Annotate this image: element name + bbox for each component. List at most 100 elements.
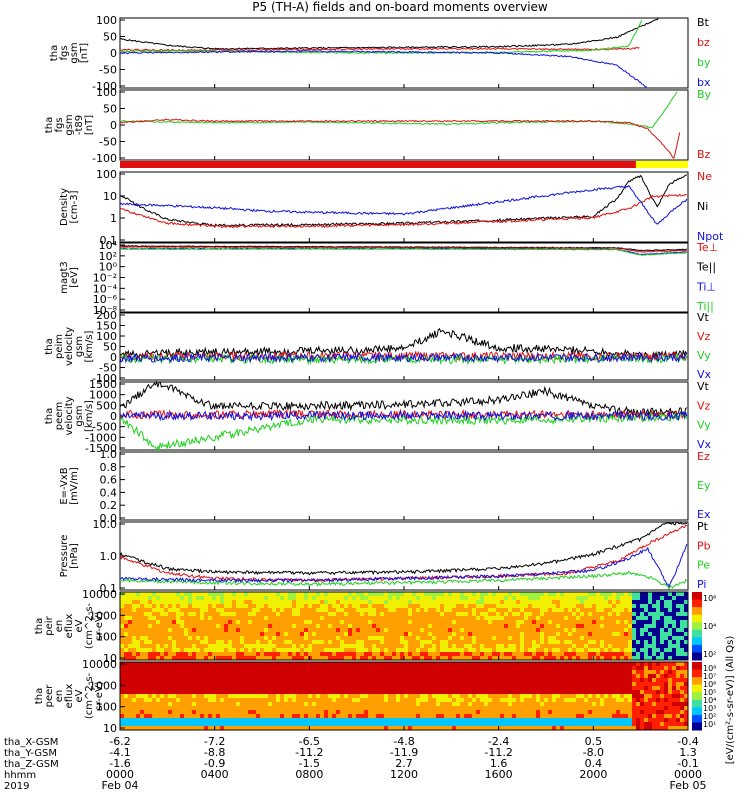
heatmap-cell bbox=[236, 718, 240, 722]
heatmap-cell bbox=[528, 674, 532, 678]
heatmap-cell bbox=[396, 616, 400, 620]
heatmap-cell bbox=[300, 714, 304, 718]
heatmap-cell bbox=[460, 666, 464, 670]
heatmap-cell bbox=[316, 722, 320, 726]
heatmap-cell bbox=[644, 706, 648, 710]
heatmap-cell bbox=[276, 682, 280, 686]
heatmap-cell bbox=[184, 604, 188, 608]
heatmap-cell bbox=[220, 600, 224, 604]
heatmap-cell bbox=[180, 640, 184, 644]
heatmap-cell bbox=[164, 662, 168, 666]
heatmap-cell bbox=[276, 722, 280, 726]
heatmap-cell bbox=[616, 592, 620, 596]
heatmap-cell bbox=[344, 698, 348, 702]
heatmap-cell bbox=[312, 592, 316, 596]
heatmap-cell bbox=[296, 592, 300, 596]
heatmap-cell bbox=[412, 620, 416, 624]
heatmap-cell bbox=[336, 616, 340, 620]
heatmap-cell bbox=[140, 600, 144, 604]
heatmap-cell bbox=[192, 670, 196, 674]
heatmap-cell bbox=[580, 592, 584, 596]
heatmap-cell bbox=[460, 674, 464, 678]
heatmap-cell bbox=[288, 714, 292, 718]
heatmap-cell bbox=[268, 628, 272, 632]
heatmap-cell bbox=[164, 678, 168, 682]
heatmap-cell bbox=[520, 718, 524, 722]
heatmap-cell bbox=[492, 678, 496, 682]
heatmap-cell bbox=[400, 624, 404, 628]
heatmap-cell bbox=[220, 710, 224, 714]
heatmap-cell bbox=[572, 656, 576, 660]
heatmap-cell bbox=[660, 620, 664, 624]
heatmap-cell bbox=[560, 628, 564, 632]
heatmap-cell bbox=[524, 702, 528, 706]
heatmap-cell bbox=[260, 722, 264, 726]
heatmap-cell bbox=[428, 686, 432, 690]
heatmap-cell bbox=[200, 678, 204, 682]
heatmap-cell bbox=[580, 706, 584, 710]
heatmap-cell bbox=[584, 644, 588, 648]
heatmap-cell bbox=[548, 616, 552, 620]
heatmap-cell bbox=[684, 608, 688, 612]
heatmap-cell bbox=[160, 640, 164, 644]
heatmap-cell bbox=[288, 628, 292, 632]
legend-Vz: Vz bbox=[697, 399, 711, 412]
heatmap-cell bbox=[452, 600, 456, 604]
heatmap-cell bbox=[512, 636, 516, 640]
heatmap-cell bbox=[360, 608, 364, 612]
heatmap-cell bbox=[608, 694, 612, 698]
heatmap-cell bbox=[292, 690, 296, 694]
heatmap-cell bbox=[540, 674, 544, 678]
heatmap-cell bbox=[544, 710, 548, 714]
heatmap-cell bbox=[612, 706, 616, 710]
heatmap-cell bbox=[672, 656, 676, 660]
heatmap-cell bbox=[280, 694, 284, 698]
heatmap-cell bbox=[348, 690, 352, 694]
heatmap-cell bbox=[568, 592, 572, 596]
heatmap-cell bbox=[512, 608, 516, 612]
heatmap-cell bbox=[528, 656, 532, 660]
heatmap-cell bbox=[508, 640, 512, 644]
heatmap-cell bbox=[376, 632, 380, 636]
heatmap-cell bbox=[324, 702, 328, 706]
heatmap-cell bbox=[296, 722, 300, 726]
heatmap-cell bbox=[412, 628, 416, 632]
heatmap-cell bbox=[620, 678, 624, 682]
heatmap-cell bbox=[488, 706, 492, 710]
heatmap-cell bbox=[164, 722, 168, 726]
heatmap-cell bbox=[340, 596, 344, 600]
heatmap-cell bbox=[252, 698, 256, 702]
heatmap-cell bbox=[608, 612, 612, 616]
heatmap-cell bbox=[604, 670, 608, 674]
heatmap-cell bbox=[472, 726, 476, 730]
heatmap-cell bbox=[580, 690, 584, 694]
heatmap-cell bbox=[124, 714, 128, 718]
heatmap-cell bbox=[612, 726, 616, 730]
heatmap-cell bbox=[256, 616, 260, 620]
heatmap-cell bbox=[424, 644, 428, 648]
heatmap-cell bbox=[484, 624, 488, 628]
heatmap-cell bbox=[420, 706, 424, 710]
heatmap-cell bbox=[172, 706, 176, 710]
heatmap-cell bbox=[328, 682, 332, 686]
heatmap-cell bbox=[564, 706, 568, 710]
heatmap-cell bbox=[364, 722, 368, 726]
heatmap-cell bbox=[292, 648, 296, 652]
heatmap-cell bbox=[548, 670, 552, 674]
heatmap-cell bbox=[132, 632, 136, 636]
heatmap-cell bbox=[660, 656, 664, 660]
heatmap-cell bbox=[624, 706, 628, 710]
heatmap-cell bbox=[344, 718, 348, 722]
heatmap-cell bbox=[520, 644, 524, 648]
heatmap-cell bbox=[432, 682, 436, 686]
heatmap-cell bbox=[620, 632, 624, 636]
heatmap-cell bbox=[360, 682, 364, 686]
heatmap-cell bbox=[192, 674, 196, 678]
heatmap-cell bbox=[564, 726, 568, 730]
heatmap-cell bbox=[164, 620, 168, 624]
heatmap-cell bbox=[216, 702, 220, 706]
heatmap-cell bbox=[512, 726, 516, 730]
legend-Ni: Ni bbox=[697, 200, 708, 213]
heatmap-cell bbox=[520, 682, 524, 686]
heatmap-cell bbox=[416, 690, 420, 694]
